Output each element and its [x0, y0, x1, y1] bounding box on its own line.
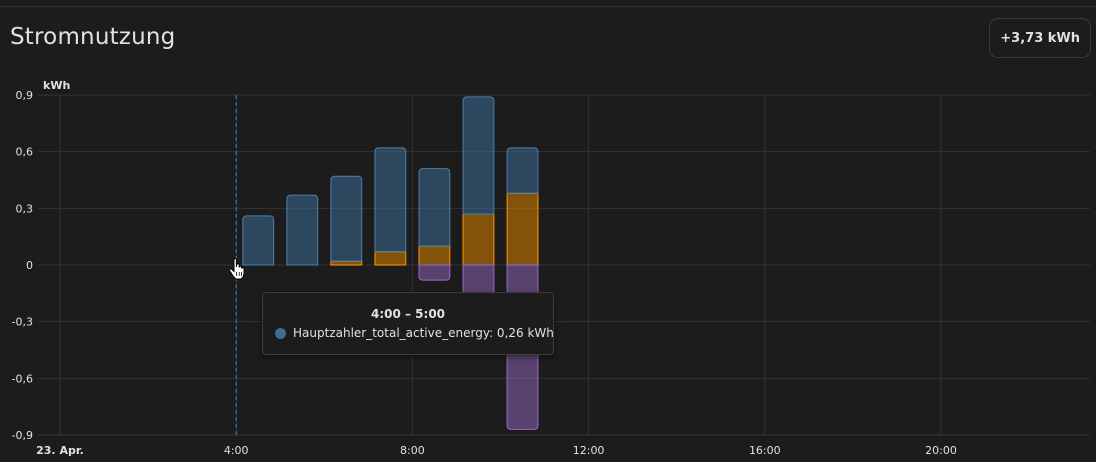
y-tick-label: -0,6 [12, 372, 33, 385]
x-tick-label: 12:00 [573, 444, 605, 457]
y-tick-label: -0,3 [12, 316, 33, 329]
x-tick-label: 20:00 [925, 444, 957, 457]
energy-usage-card [0, 6, 1096, 462]
chart-bars [242, 96, 539, 430]
tooltip-value: Hauptzahler_total_active_energy: 0,26 kW… [293, 326, 554, 340]
bar-grid_consumption[interactable] [506, 147, 539, 194]
x-tick-label: 4:00 [224, 444, 249, 457]
y-tick-label: 0,3 [16, 202, 34, 215]
y-tick-label: -0,9 [12, 429, 33, 442]
x-tick-label: 16:00 [749, 444, 781, 457]
bar-grid_return[interactable] [418, 264, 451, 281]
bar-grid_consumption[interactable] [374, 147, 407, 253]
hand-pointer-icon [228, 258, 245, 280]
y-axis-unit-label: kWh [43, 79, 70, 92]
x-tick-label: 23. Apr. [36, 444, 84, 457]
card-title: Stromnutzung [10, 24, 176, 50]
y-tick-label: 0,6 [16, 146, 34, 159]
bar-grid_consumption[interactable] [286, 194, 319, 266]
bar-solar[interactable] [330, 260, 363, 266]
bar-solar[interactable] [462, 213, 495, 266]
x-tick-label: 8:00 [400, 444, 425, 457]
y-tick-label: 0,9 [16, 89, 34, 102]
series-dot-icon [275, 327, 286, 339]
bar-grid_consumption[interactable] [242, 215, 275, 266]
total-energy-badge[interactable]: +3,73 kWh [989, 18, 1091, 58]
bar-solar[interactable] [506, 192, 539, 266]
chart-grid [38, 94, 1090, 436]
y-tick-label: 0 [26, 259, 33, 272]
tooltip-row: Hauptzahler_total_active_energy: 0,26 kW… [275, 326, 554, 340]
chart-tooltip: 4:00 – 5:00 Hauptzahler_total_active_ene… [262, 292, 554, 355]
bar-solar[interactable] [418, 245, 451, 266]
bar-grid_consumption[interactable] [418, 168, 451, 247]
chart-labels: 0,9 0,6 0,3 0 -0,3 -0,6 -0,923. Apr. 4:00 8:00 12… [12, 79, 957, 457]
bar-grid_consumption[interactable] [462, 96, 495, 215]
tooltip-title: 4:00 – 5:00 [370, 307, 446, 321]
bar-grid_consumption[interactable] [330, 175, 363, 262]
bar-solar[interactable] [374, 250, 407, 266]
